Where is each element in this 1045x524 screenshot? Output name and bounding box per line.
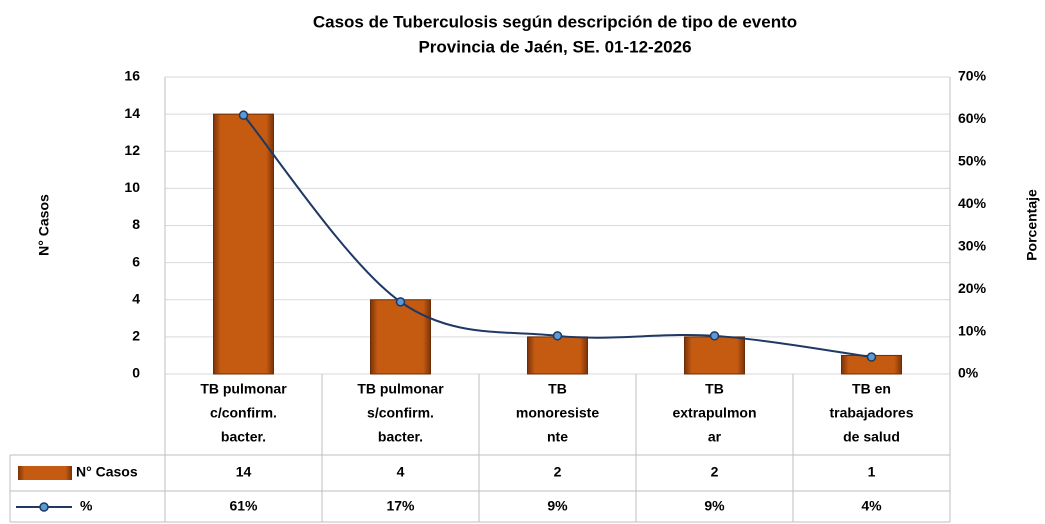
y2-axis-title: Porcentaje [1024,189,1040,261]
y-tick-label: 16 [124,68,140,84]
y-tick-label: 6 [132,253,140,269]
table-value: 4% [861,498,882,514]
table-value: 1 [868,464,876,480]
x-tick-label: bacter. [221,429,266,445]
y-tick-label: 0 [132,365,140,381]
chart-subtitle: Provincia de Jaén, SE. 01-12-2026 [418,37,691,56]
x-tick-label: TB pulmonar [357,381,444,397]
table-value: 2 [711,464,719,480]
table-value: 9% [547,498,568,514]
x-tick-label: TB en [852,381,891,397]
bar [213,113,274,375]
table-value: 9% [704,498,725,514]
line-marker [395,297,406,307]
x-tick-label: TB pulmonar [200,381,287,397]
y-tick-label: 4 [132,290,140,306]
line-marker [552,331,563,341]
y2-tick-label: 50% [958,153,987,169]
x-tick-label: nte [547,429,568,445]
y-axis-title: N° Casos [36,194,52,256]
table-value: 61% [229,498,258,514]
x-tick-label: extrapulmon [672,405,756,421]
bar [527,336,588,375]
bar [684,336,745,375]
legend-key [39,502,49,512]
y-tick-label: 2 [132,328,140,344]
y2-tick-label: 60% [958,110,987,126]
y-tick-label: 12 [124,142,140,158]
table-value: 14 [236,464,252,480]
y2-tick-label: 20% [958,280,987,296]
table-value: 4 [397,464,405,480]
x-tick-label: s/confirm. [367,405,434,421]
legend-label: N° Casos [76,464,138,480]
y-tick-label: 10 [124,179,140,195]
chart-title: Casos de Tuberculosis según descripción … [313,12,797,31]
y2-tick-label: 40% [958,195,987,211]
x-tick-label: TB [705,381,724,397]
x-tick-label: monoresiste [516,405,599,421]
table-value: 17% [386,498,415,514]
line [242,114,872,359]
line-marker [709,331,720,341]
x-tick-label: ar [708,429,722,445]
line-marker [238,110,249,120]
table-value: 2 [554,464,562,480]
y-tick-label: 8 [132,216,140,232]
x-tick-label: de salud [843,429,900,445]
bar [370,299,431,375]
y2-tick-label: 10% [958,322,987,338]
legend-label: % [80,498,93,514]
y2-tick-label: 30% [958,237,987,253]
y2-tick-label: 70% [958,68,987,84]
legend-key [18,466,72,480]
x-tick-label: bacter. [378,429,423,445]
line-marker [866,352,877,362]
y2-tick-label: 0% [958,365,979,381]
x-tick-label: c/confirm. [210,405,277,421]
x-tick-label: TB [548,381,567,397]
y-tick-label: 14 [124,105,140,121]
x-tick-label: trabajadores [829,405,913,421]
